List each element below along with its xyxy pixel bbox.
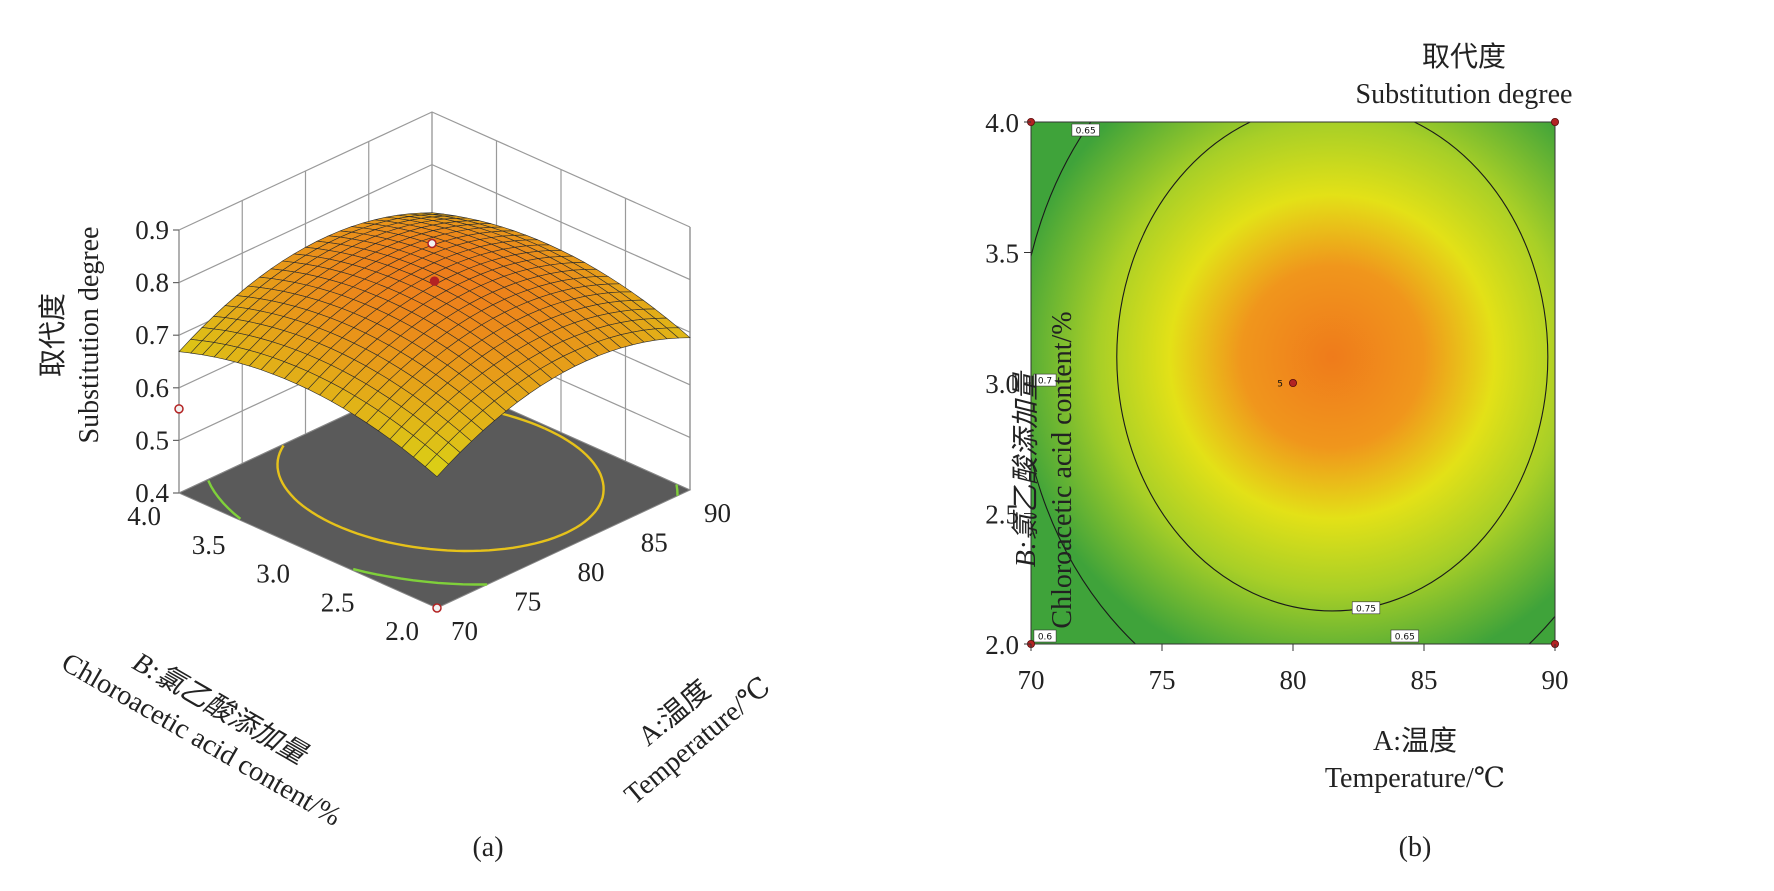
contour-value-labels: 0.6 0.65 0.65 0.7 0.75 [1033, 123, 1419, 643]
contour-label: 0.7 [1038, 377, 1052, 387]
contour-label: 0.6 [1038, 633, 1053, 643]
contour-design-point [1289, 378, 1298, 387]
contour-label-box [1351, 601, 1381, 615]
contour-x-tick-label: 80 [1280, 665, 1307, 695]
floor-contour [352, 567, 488, 586]
x-axis-title: A:温度 Temperature/℃ [619, 671, 777, 811]
contour-label-box [1071, 123, 1100, 137]
contour-design-point [1551, 118, 1560, 127]
design-point [429, 276, 440, 286]
x-tick-label: 90 [704, 498, 731, 528]
contour-x-tick-label: 75 [1149, 665, 1176, 695]
design-point [427, 238, 437, 249]
floor-contour [207, 479, 242, 520]
z-tick-label: 0.4 [135, 478, 169, 508]
contour-label: 0.65 [1395, 633, 1415, 643]
z-tick-label: 0.5 [135, 425, 169, 455]
contour-x-tick-label: 70 [1018, 665, 1045, 695]
contour-title-cn: 取代度 [1422, 41, 1506, 73]
caption-b: (b) [1399, 832, 1432, 863]
surface-plot-panel: 0.4 0.5 0.6 0.7 0.8 0.9 2.0 2.5 3.0 3.5 4.0 70 75 80 8… [37, 111, 777, 863]
contour-label-box [1033, 373, 1057, 387]
surface-cell [424, 453, 449, 478]
y-tick-label: 3.5 [192, 530, 226, 560]
response-surface [178, 212, 691, 478]
contour-x-title-en: Temperature/℃ [1325, 763, 1505, 794]
y-axis-title: B:氯乙酸添加量 Chloroacetic acid content/% [56, 647, 346, 833]
contour-label-box [1390, 629, 1419, 643]
wall-gridline [178, 111, 691, 231]
contour-y-tick-label: 4.0 [985, 108, 1019, 138]
contour-y-axis-title: B:氯乙酸添加量 Chloroacetic acid content/% [1011, 311, 1078, 628]
contour-y-title-en: Chloroacetic acid content/% [1047, 311, 1078, 628]
z-axis-title: 取代度 Substitution degree [37, 227, 105, 444]
contour-design-points: 5 [1027, 118, 1560, 649]
center-point-count: 5 [1277, 380, 1283, 390]
y-tick-label: 2.5 [321, 587, 355, 617]
contour-x-title-cn: A:温度 [1373, 725, 1457, 757]
z-tick-label: 0.7 [135, 320, 169, 350]
z-tick-label: 0.8 [135, 268, 169, 298]
surface-axis-ticks: 0.4 0.5 0.6 0.7 0.8 0.9 2.0 2.5 3.0 3.5 4.0 70 75 80 8… [127, 215, 731, 646]
contour-y-tick-label: 3.0 [985, 369, 1019, 399]
z-axis-title-en: Substitution degree [74, 227, 105, 444]
contour-lines [1031, 122, 1555, 644]
x-tick-label: 80 [578, 557, 605, 587]
floor-contour [276, 427, 605, 553]
z-axis-title-cn: 取代度 [37, 293, 69, 377]
floor-contour [675, 484, 679, 496]
z-tick-label: 0.9 [135, 215, 169, 245]
x-tick-label: 85 [641, 528, 668, 558]
contour-title-en: Substitution degree [1356, 79, 1573, 110]
contour-y-tick-label: 3.5 [985, 239, 1019, 269]
contour-x-tick-label: 85 [1411, 665, 1438, 695]
contour-y-title-cn: B:氯乙酸添加量 [1011, 370, 1042, 567]
x-tick-label: 75 [514, 587, 541, 617]
contour-plot-panel: 取代度 Substitution degree 0.6 0.650.650.70.… [985, 41, 1573, 863]
y-tick-label: 3.0 [256, 559, 290, 589]
y-tick-label: 2.0 [385, 616, 419, 646]
surface-design-points [174, 238, 442, 613]
y-tick-label: 4.0 [127, 501, 161, 531]
contour-label-box [1033, 629, 1057, 643]
contour-label: 0.65 [1076, 127, 1096, 137]
z-tick-label: 0.6 [135, 373, 169, 403]
x-tick-label: 70 [451, 616, 478, 646]
contour-label: 0.75 [1356, 604, 1376, 614]
contour-x-tick-label: 90 [1542, 665, 1569, 695]
contour-y-tick-label: 2.5 [985, 500, 1019, 530]
contour-axis-ticks: 70 75 80 85 90 2.0 2.5 3.0 3.5 4.0 [985, 108, 1568, 695]
design-point [174, 404, 184, 414]
design-point [432, 603, 442, 613]
contour-line [1116, 122, 1549, 612]
contour-y-tick-label: 2.0 [985, 630, 1019, 660]
caption-a: (a) [472, 832, 503, 863]
